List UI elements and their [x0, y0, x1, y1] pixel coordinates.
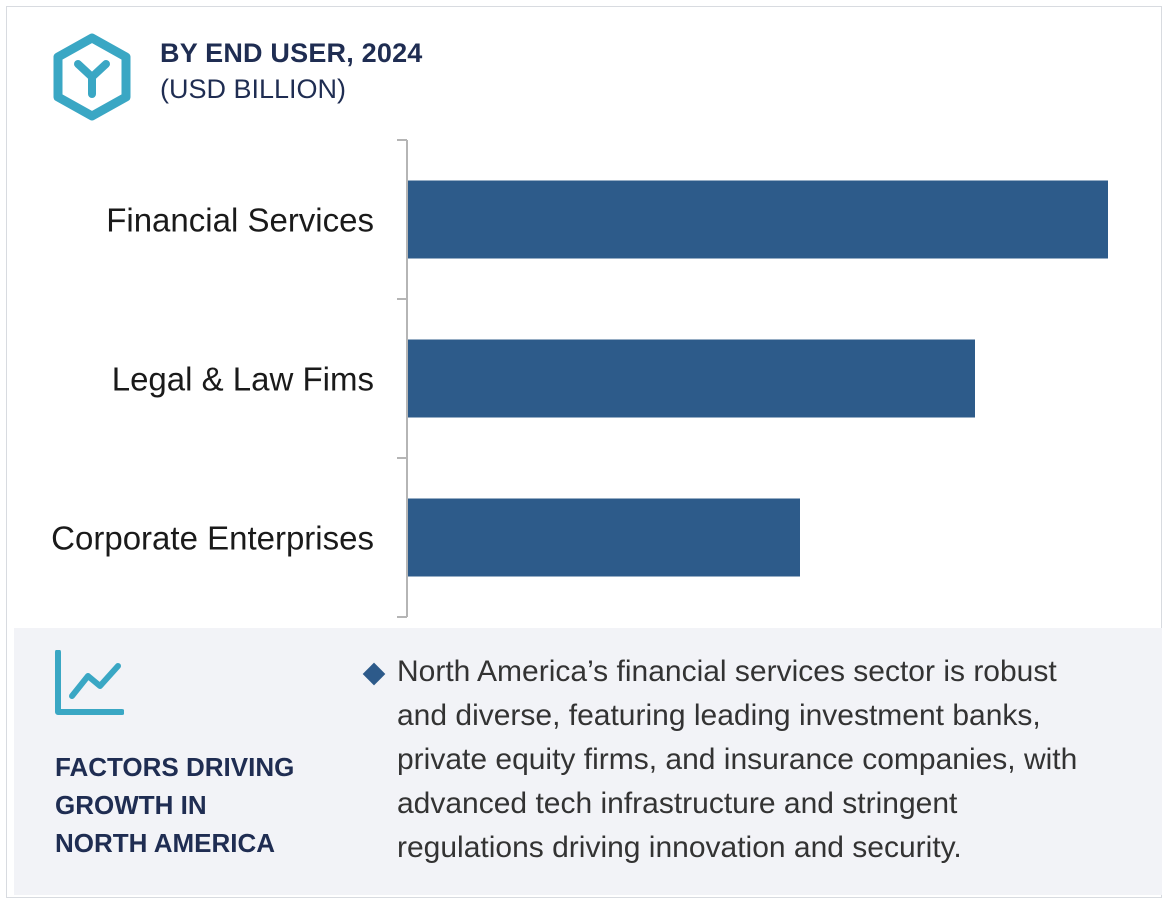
chart-subtitle: (USD BILLION) — [160, 74, 347, 104]
category-label: Corporate Enterprises — [51, 520, 374, 557]
category-label: Financial Services — [106, 202, 374, 239]
factors-heading: FACTORS DRIVING GROWTH IN NORTH AMERICA — [55, 748, 345, 862]
factor-text-line: regulations driving innovation and secur… — [397, 831, 962, 864]
factor-text-line: advanced tech infrastructure and stringe… — [397, 787, 958, 820]
bar — [408, 339, 975, 418]
factors-panel: FACTORS DRIVING GROWTH IN NORTH AMERICA … — [14, 628, 1162, 895]
factor-text-line: and diverse, featuring leading investmen… — [397, 699, 1041, 732]
factor-text-line: private equity firms, and insurance comp… — [397, 743, 1078, 776]
diamond-bullet-icon — [362, 662, 386, 686]
chart-title: BY END USER, 2024 — [160, 38, 423, 68]
factors-heading-line: FACTORS DRIVING — [55, 752, 295, 782]
factor-text-line: North America’s financial services secto… — [397, 655, 1057, 688]
factor-description: North America’s financial services secto… — [397, 650, 1147, 870]
category-label: Legal & Law Fims — [112, 361, 374, 398]
trend-chart-icon — [55, 650, 124, 715]
factors-heading-line: NORTH AMERICA — [55, 828, 276, 858]
hexagon-y-logo-icon — [53, 33, 131, 121]
bar-chart: Financial Services Legal & Law Fims Corpor… — [51, 139, 1108, 618]
bar — [408, 498, 800, 577]
bar — [408, 180, 1108, 259]
factors-heading-line: GROWTH IN — [55, 790, 207, 820]
